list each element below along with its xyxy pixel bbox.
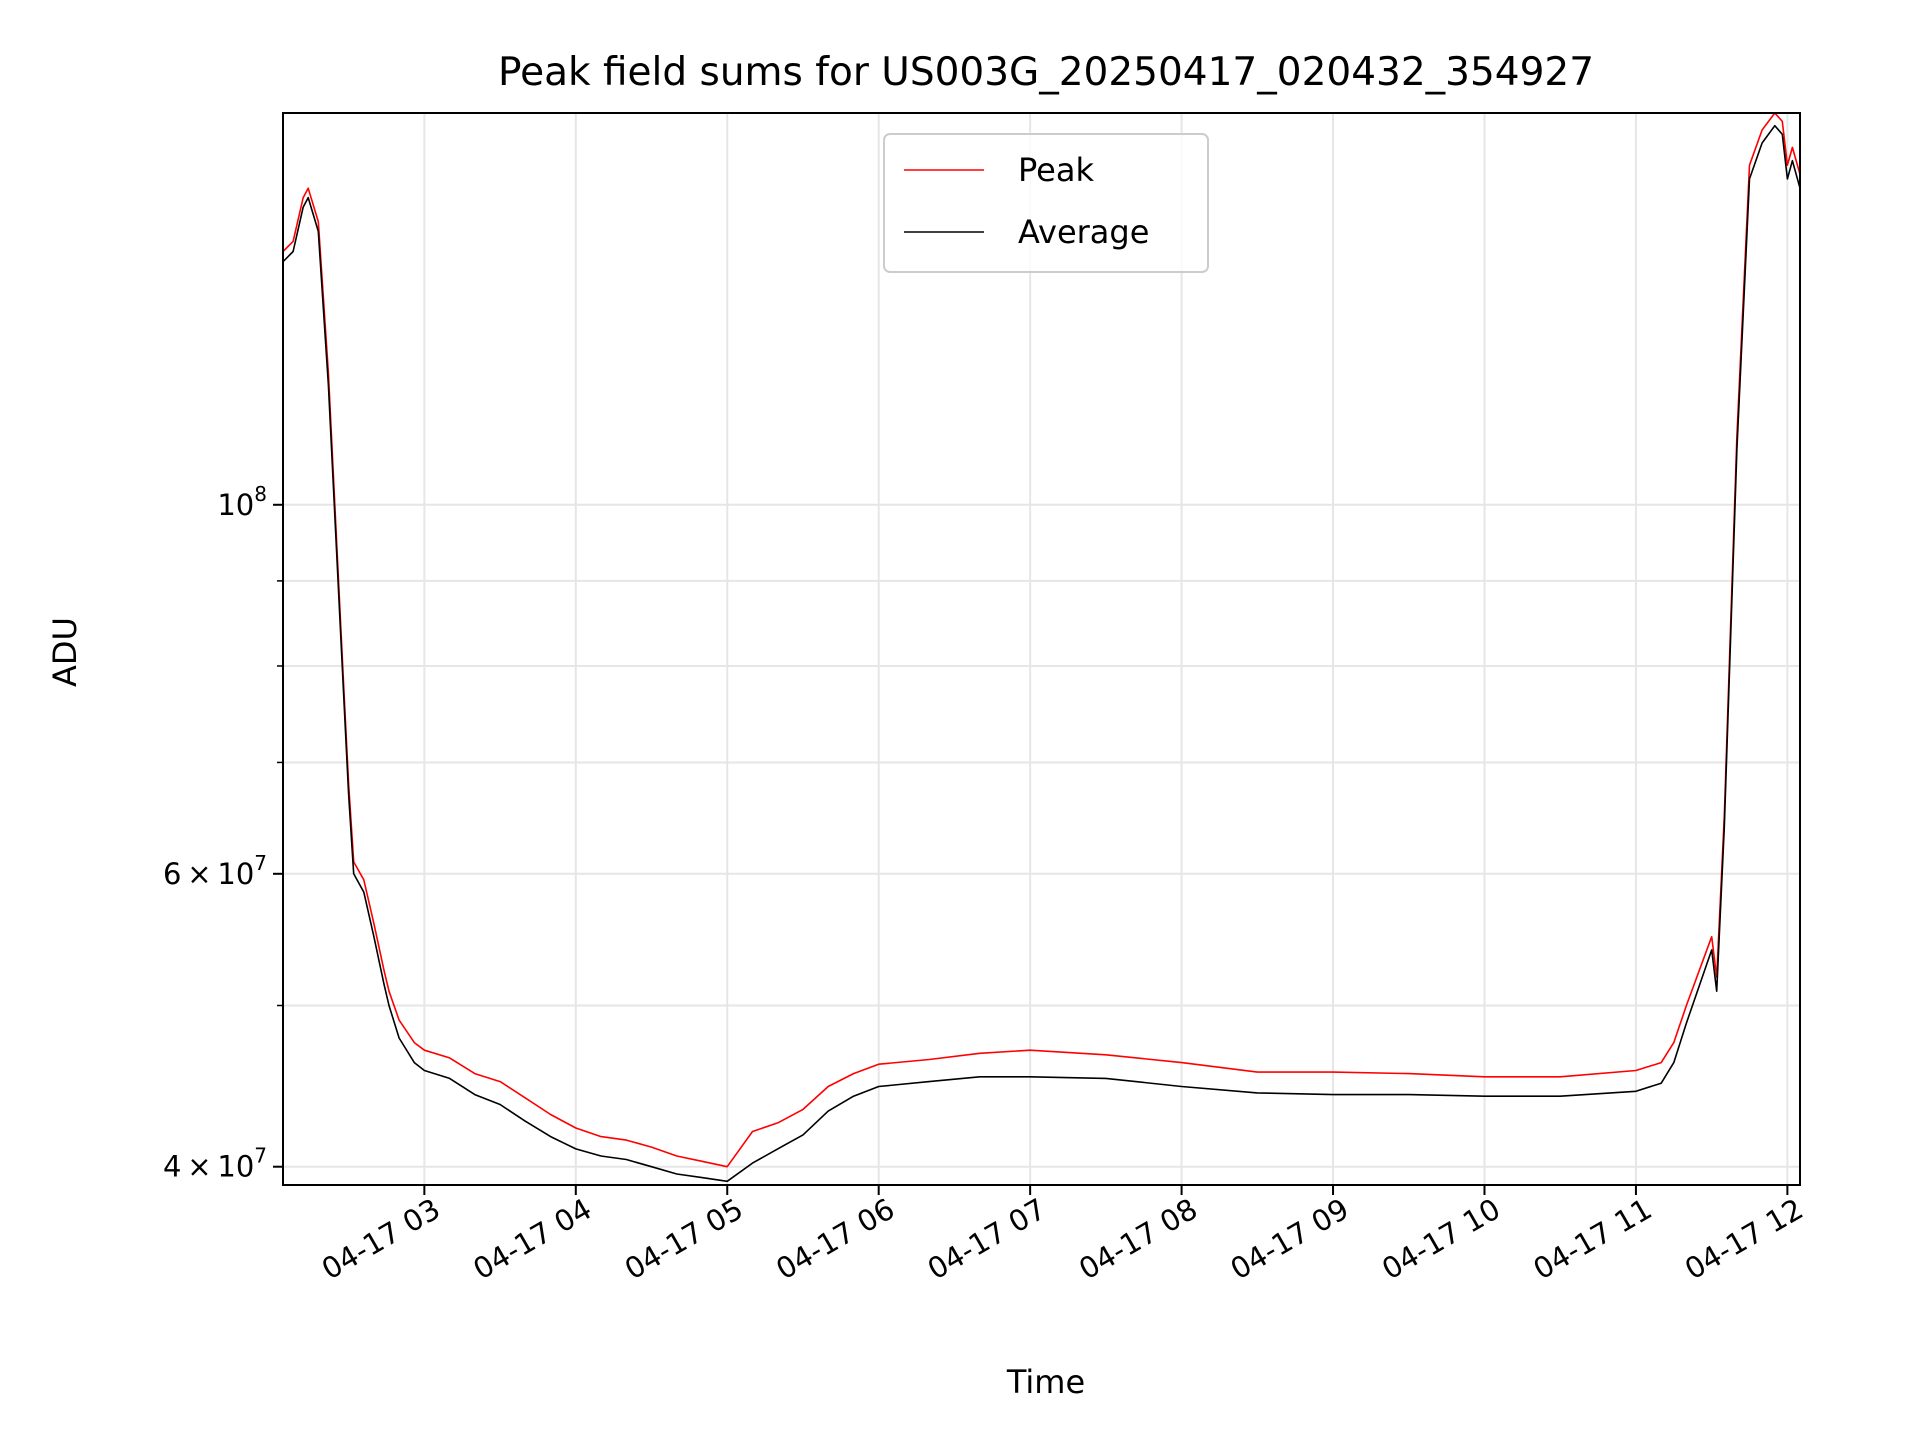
y-tick-label: 6 × 107 [163,851,267,891]
y-axis-label: ADU [46,617,84,687]
legend: Peak Average [883,133,1209,273]
x-axis-label: Time [1006,1363,1085,1401]
legend-frame [883,133,1209,273]
series-line-average [283,124,1800,1183]
y-tick-label: 4 × 107 [163,1144,267,1184]
series-line-peak [283,113,1800,1168]
y-tick-label: 108 [217,482,267,522]
legend-label-peak: Peak [1018,151,1094,189]
plot-frame [282,112,1801,1186]
chart-title: Peak field sums for US003G_20250417_0204… [498,50,1594,95]
legend-label-average: Average [1018,213,1149,251]
grid [283,113,1800,1185]
series-lines [283,113,1800,1183]
